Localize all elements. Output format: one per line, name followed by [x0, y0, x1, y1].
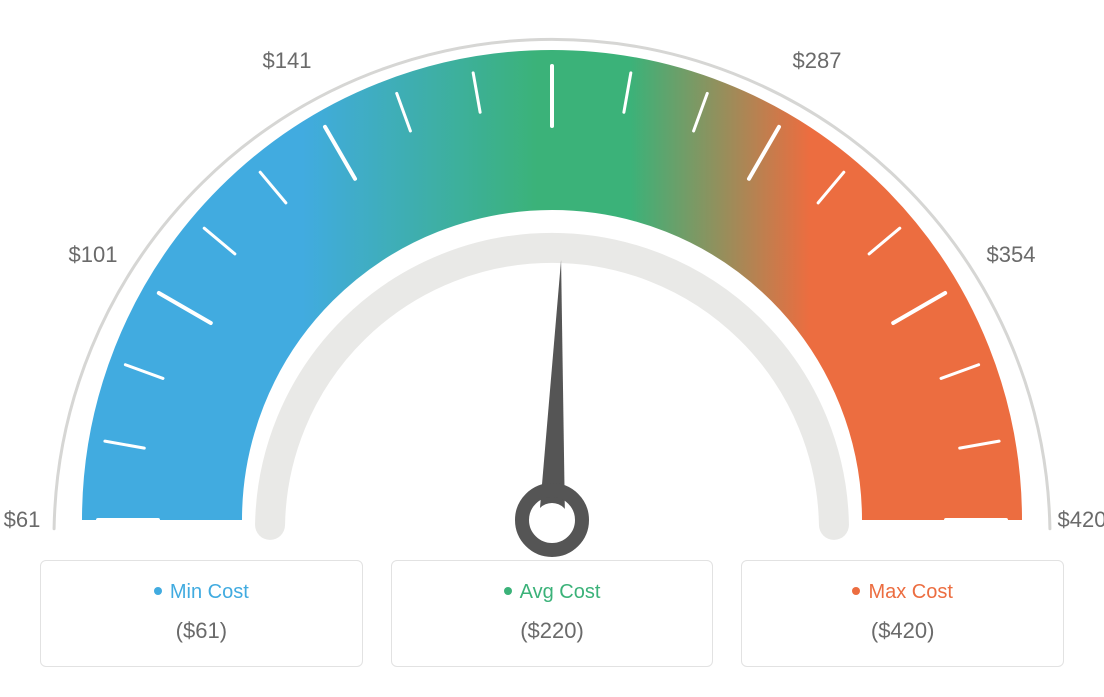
gauge-scale-label: $420 [1058, 507, 1104, 533]
legend-value-max: ($420) [752, 618, 1053, 644]
legend-value-min: ($61) [51, 618, 352, 644]
gauge-scale-label: $287 [793, 48, 842, 74]
legend-card-avg: Avg Cost ($220) [391, 560, 714, 667]
legend-row: Min Cost ($61) Avg Cost ($220) Max Cost … [0, 560, 1104, 697]
legend-card-min: Min Cost ($61) [40, 560, 363, 667]
legend-label-min: Min Cost [170, 581, 249, 603]
legend-label-avg: Avg Cost [520, 581, 601, 603]
legend-title-min: Min Cost [51, 581, 352, 604]
gauge-scale-label: $101 [69, 242, 118, 268]
legend-title-avg: Avg Cost [402, 581, 703, 604]
legend-dot-min [154, 587, 162, 595]
legend-label-max: Max Cost [868, 581, 952, 603]
gauge-svg [0, 0, 1104, 560]
gauge-scale-label: $354 [987, 242, 1036, 268]
legend-card-max: Max Cost ($420) [741, 560, 1064, 667]
legend-title-max: Max Cost [752, 581, 1053, 604]
gauge-scale-label: $141 [263, 48, 312, 74]
legend-dot-avg [504, 587, 512, 595]
legend-value-avg: ($220) [402, 618, 703, 644]
gauge-scale-label: $61 [4, 507, 41, 533]
gauge-chart: $61 $101 $141 $220 $287 $354 $420 [0, 0, 1104, 560]
gauge-scale-label: $220 [528, 0, 577, 3]
legend-dot-max [852, 587, 860, 595]
